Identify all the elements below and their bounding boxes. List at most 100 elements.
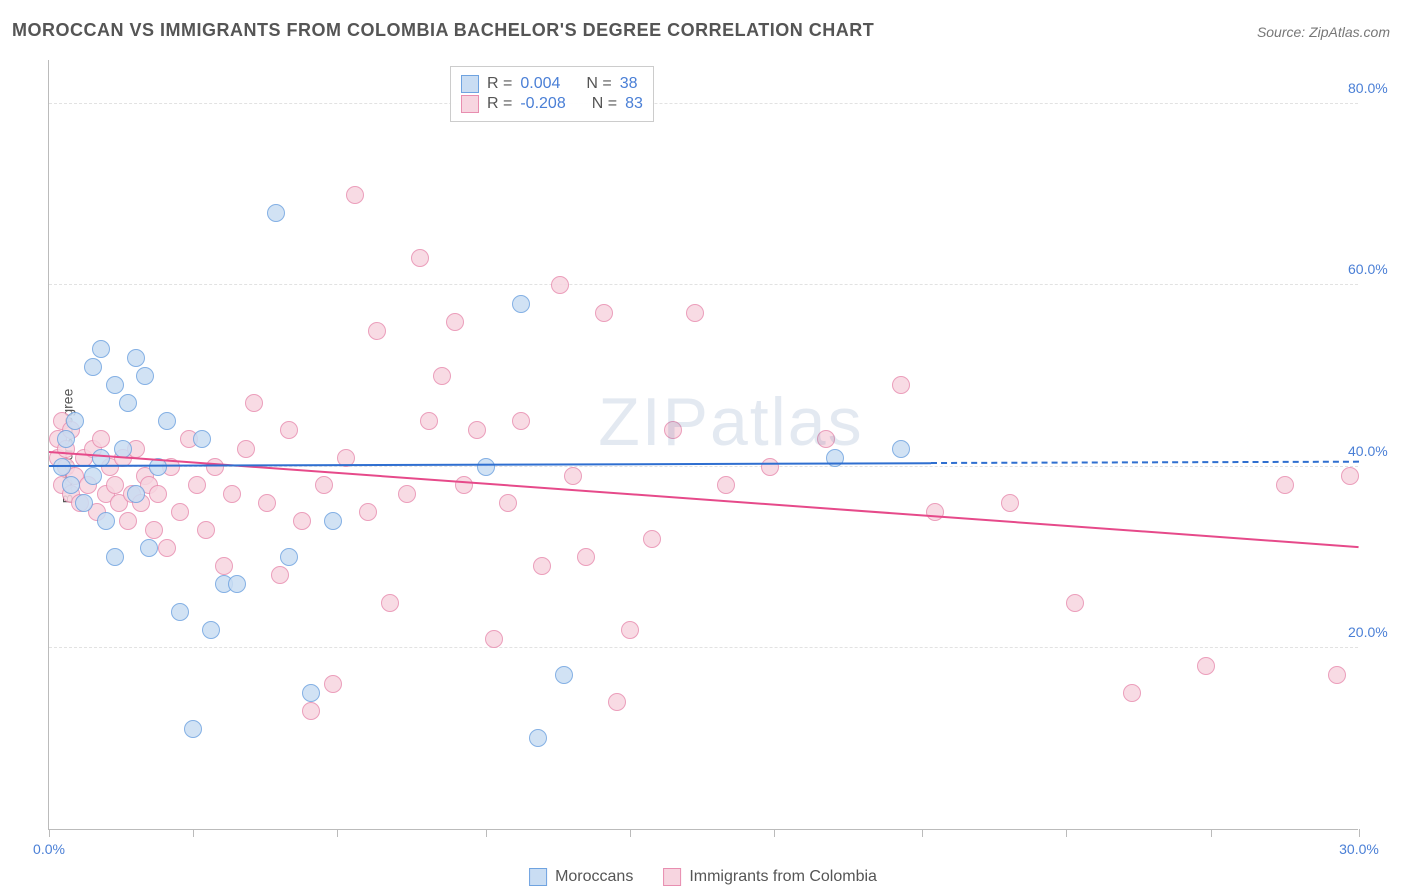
x-tick xyxy=(922,829,923,837)
y-tick-label: 80.0% xyxy=(1348,80,1406,96)
data-point-colombia xyxy=(455,476,473,494)
legend-item-colombia: Immigrants from Colombia xyxy=(663,868,877,886)
data-point-colombia xyxy=(817,430,835,448)
data-point-moroccans xyxy=(106,548,124,566)
data-point-moroccans xyxy=(158,412,176,430)
data-point-colombia xyxy=(245,394,263,412)
data-point-colombia xyxy=(293,512,311,530)
data-point-colombia xyxy=(512,412,530,430)
data-point-colombia xyxy=(359,503,377,521)
correlation-stats-box: R = 0.004 N = 38 R = -0.208 N = 83 xyxy=(450,66,654,122)
data-point-colombia xyxy=(577,548,595,566)
data-point-moroccans xyxy=(529,729,547,747)
data-point-colombia xyxy=(892,376,910,394)
data-point-colombia xyxy=(1341,467,1359,485)
data-point-colombia xyxy=(468,421,486,439)
data-point-moroccans xyxy=(477,458,495,476)
r-value-colombia: -0.208 xyxy=(520,95,565,113)
legend-swatch-moroccans xyxy=(461,75,479,93)
x-tick xyxy=(49,829,50,837)
data-point-moroccans xyxy=(75,494,93,512)
x-tick-label: 0.0% xyxy=(33,841,65,857)
data-point-colombia xyxy=(1001,494,1019,512)
data-point-moroccans xyxy=(171,603,189,621)
data-point-colombia xyxy=(533,557,551,575)
y-tick-label: 60.0% xyxy=(1348,261,1406,277)
x-tick xyxy=(1211,829,1212,837)
r-label: R = xyxy=(487,75,512,93)
data-point-moroccans xyxy=(228,575,246,593)
data-point-colombia xyxy=(643,530,661,548)
y-tick-label: 20.0% xyxy=(1348,624,1406,640)
stats-row-moroccans: R = 0.004 N = 38 xyxy=(461,75,643,93)
x-tick xyxy=(337,829,338,837)
x-tick xyxy=(774,829,775,837)
bottom-legend: Moroccans Immigrants from Colombia xyxy=(529,868,877,886)
legend-label-colombia: Immigrants from Colombia xyxy=(689,868,877,886)
data-point-moroccans xyxy=(184,720,202,738)
legend-label-moroccans: Moroccans xyxy=(555,868,633,886)
legend-item-moroccans: Moroccans xyxy=(529,868,633,886)
data-point-colombia xyxy=(551,276,569,294)
x-tick xyxy=(486,829,487,837)
data-point-colombia xyxy=(564,467,582,485)
data-point-moroccans xyxy=(302,684,320,702)
data-point-moroccans xyxy=(66,412,84,430)
trend-line-dash-moroccans xyxy=(931,461,1359,464)
data-point-colombia xyxy=(271,566,289,584)
data-point-colombia xyxy=(206,458,224,476)
data-point-colombia xyxy=(149,485,167,503)
data-point-moroccans xyxy=(512,295,530,313)
data-point-colombia xyxy=(315,476,333,494)
data-point-colombia xyxy=(717,476,735,494)
data-point-moroccans xyxy=(119,394,137,412)
data-point-moroccans xyxy=(202,621,220,639)
data-point-moroccans xyxy=(127,485,145,503)
data-point-colombia xyxy=(171,503,189,521)
data-point-colombia xyxy=(368,322,386,340)
data-point-colombia xyxy=(280,421,298,439)
data-point-moroccans xyxy=(280,548,298,566)
data-point-moroccans xyxy=(57,430,75,448)
data-point-colombia xyxy=(1123,684,1141,702)
data-point-moroccans xyxy=(193,430,211,448)
data-point-colombia xyxy=(1066,594,1084,612)
data-point-colombia xyxy=(499,494,517,512)
n-label: N = xyxy=(592,95,617,113)
data-point-colombia xyxy=(926,503,944,521)
data-point-moroccans xyxy=(127,349,145,367)
data-point-colombia xyxy=(420,412,438,430)
data-point-moroccans xyxy=(84,467,102,485)
data-point-colombia xyxy=(188,476,206,494)
data-point-moroccans xyxy=(114,440,132,458)
legend-swatch-moroccans xyxy=(529,868,547,886)
data-point-moroccans xyxy=(267,204,285,222)
n-value-moroccans: 38 xyxy=(620,75,638,93)
data-point-colombia xyxy=(761,458,779,476)
data-point-colombia xyxy=(411,249,429,267)
x-tick xyxy=(630,829,631,837)
data-point-colombia xyxy=(446,313,464,331)
x-tick xyxy=(1359,829,1360,837)
data-point-moroccans xyxy=(555,666,573,684)
data-point-colombia xyxy=(197,521,215,539)
gridline xyxy=(49,103,1358,104)
data-point-colombia xyxy=(223,485,241,503)
data-point-colombia xyxy=(686,304,704,322)
data-point-colombia xyxy=(119,512,137,530)
data-point-colombia xyxy=(215,557,233,575)
data-point-moroccans xyxy=(106,376,124,394)
data-point-moroccans xyxy=(140,539,158,557)
data-point-colombia xyxy=(237,440,255,458)
data-point-colombia xyxy=(145,521,163,539)
chart-title: MOROCCAN VS IMMIGRANTS FROM COLOMBIA BAC… xyxy=(12,20,874,41)
data-point-colombia xyxy=(92,430,110,448)
data-point-colombia xyxy=(608,693,626,711)
data-point-colombia xyxy=(1328,666,1346,684)
stats-row-colombia: R = -0.208 N = 83 xyxy=(461,95,643,113)
x-tick-label: 30.0% xyxy=(1339,841,1379,857)
x-tick xyxy=(193,829,194,837)
source-attribution: Source: ZipAtlas.com xyxy=(1257,24,1390,40)
data-point-colombia xyxy=(158,539,176,557)
x-tick xyxy=(1066,829,1067,837)
